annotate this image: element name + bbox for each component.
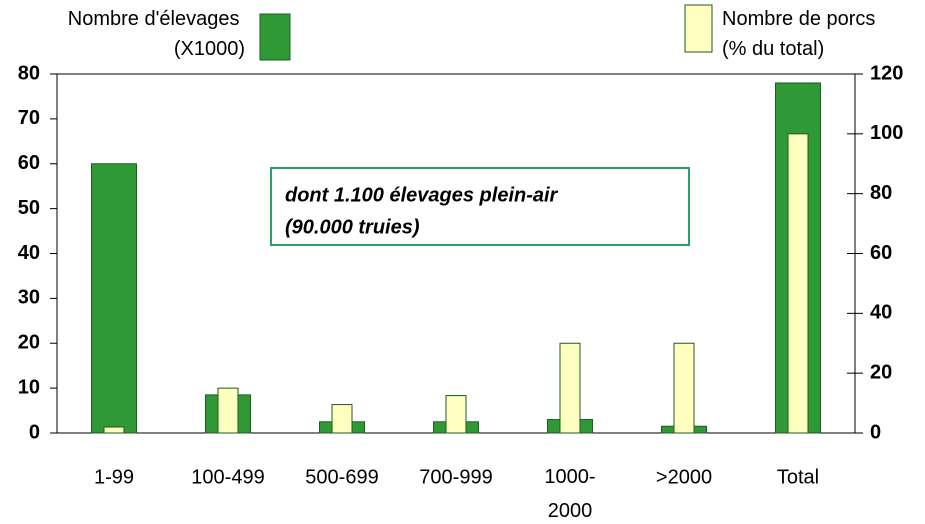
y-tick-label: 30 bbox=[18, 287, 40, 309]
x-tick-label: 700-999 bbox=[419, 466, 492, 488]
y-tick-label: 20 bbox=[18, 332, 40, 354]
bar bbox=[559, 342, 581, 434]
annotation: dont 1.100 élevages plein-air bbox=[285, 184, 559, 206]
y-tick-label: 40 bbox=[18, 242, 40, 264]
legend-swatch bbox=[684, 4, 713, 53]
bar bbox=[445, 395, 467, 434]
y2-tick-label: 120 bbox=[870, 62, 903, 84]
y2-tick-label: 20 bbox=[870, 361, 892, 383]
x-tick-label: 500-699 bbox=[305, 466, 378, 488]
x-tick-label: >2000 bbox=[656, 466, 712, 488]
x-tick-label: 1000-2000 bbox=[544, 466, 595, 522]
plot-frame bbox=[56, 73, 856, 434]
x-tick-label: Total bbox=[777, 466, 819, 488]
y-tick-label: 70 bbox=[18, 107, 40, 129]
y2-tick-label: 0 bbox=[870, 421, 881, 443]
y-tick-label: 0 bbox=[29, 421, 40, 443]
bar bbox=[331, 404, 353, 434]
bar bbox=[103, 426, 125, 434]
y2-tick-label: 40 bbox=[870, 302, 892, 324]
y-tick-label: 80 bbox=[18, 62, 40, 84]
x-tick-label: 1-99 bbox=[94, 466, 134, 488]
annotation-box bbox=[270, 167, 690, 246]
y2-tick-label: 80 bbox=[870, 182, 892, 204]
x-tick-label: 100-499 bbox=[191, 466, 264, 488]
y-tick-label: 10 bbox=[18, 376, 40, 398]
legend-label: Nombre d'élevages (X1000) bbox=[68, 8, 245, 60]
y-tick-label: 50 bbox=[18, 197, 40, 219]
bar bbox=[673, 342, 695, 434]
y2-tick-label: 100 bbox=[870, 122, 903, 144]
annotation: (90.000 truies) bbox=[285, 216, 420, 238]
y-tick-label: 60 bbox=[18, 152, 40, 174]
legend-swatch bbox=[259, 13, 291, 61]
bar bbox=[787, 133, 809, 434]
bar bbox=[217, 387, 239, 434]
bar bbox=[91, 163, 137, 434]
y2-tick-label: 60 bbox=[870, 242, 892, 264]
legend-label: Nombre de porcs (% du total) bbox=[722, 8, 881, 60]
